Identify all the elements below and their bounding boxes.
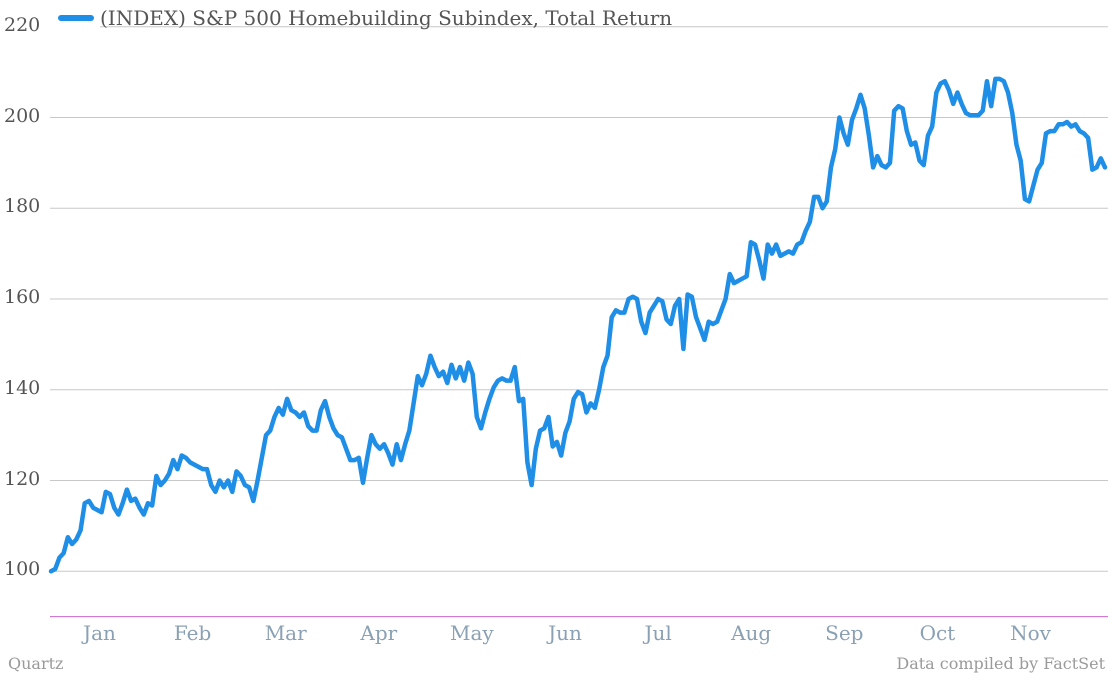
y-tick-label-200: 200 <box>4 104 41 127</box>
source-credit-right: Data compiled by FactSet <box>896 654 1105 673</box>
x-tick-label-nov: Nov <box>1010 621 1051 645</box>
x-tick-label-sep: Sep <box>825 621 864 645</box>
x-tick-label-oct: Oct <box>919 621 956 645</box>
x-tick-label-apr: Apr <box>360 621 398 645</box>
x-tick-label-jan: Jan <box>83 621 116 645</box>
series-line-0 <box>48 76 1108 574</box>
source-credit-left: Quartz <box>8 654 64 673</box>
legend: (INDEX) S&P 500 Homebuilding Subindex, T… <box>58 4 672 32</box>
x-tick-label-jul: Jul <box>644 621 672 645</box>
y-tick-label-180: 180 <box>4 195 41 218</box>
x-tick-label-jun: Jun <box>548 621 582 645</box>
y-tick-label-120: 120 <box>4 467 41 490</box>
y-tick-label-100: 100 <box>4 558 41 581</box>
y-tick-label-160: 160 <box>4 286 41 308</box>
y-tick-label-220: 220 <box>4 13 41 36</box>
x-tick-label-may: May <box>450 621 494 645</box>
x-tick-label-feb: Feb <box>173 621 212 645</box>
x-tick-label-mar: Mar <box>264 621 307 645</box>
legend-label: (INDEX) S&P 500 Homebuilding Subindex, T… <box>100 6 673 30</box>
y-tick-label-140: 140 <box>4 376 41 399</box>
x-tick-label-aug: Aug <box>731 621 772 645</box>
legend-swatch-icon <box>58 15 94 21</box>
